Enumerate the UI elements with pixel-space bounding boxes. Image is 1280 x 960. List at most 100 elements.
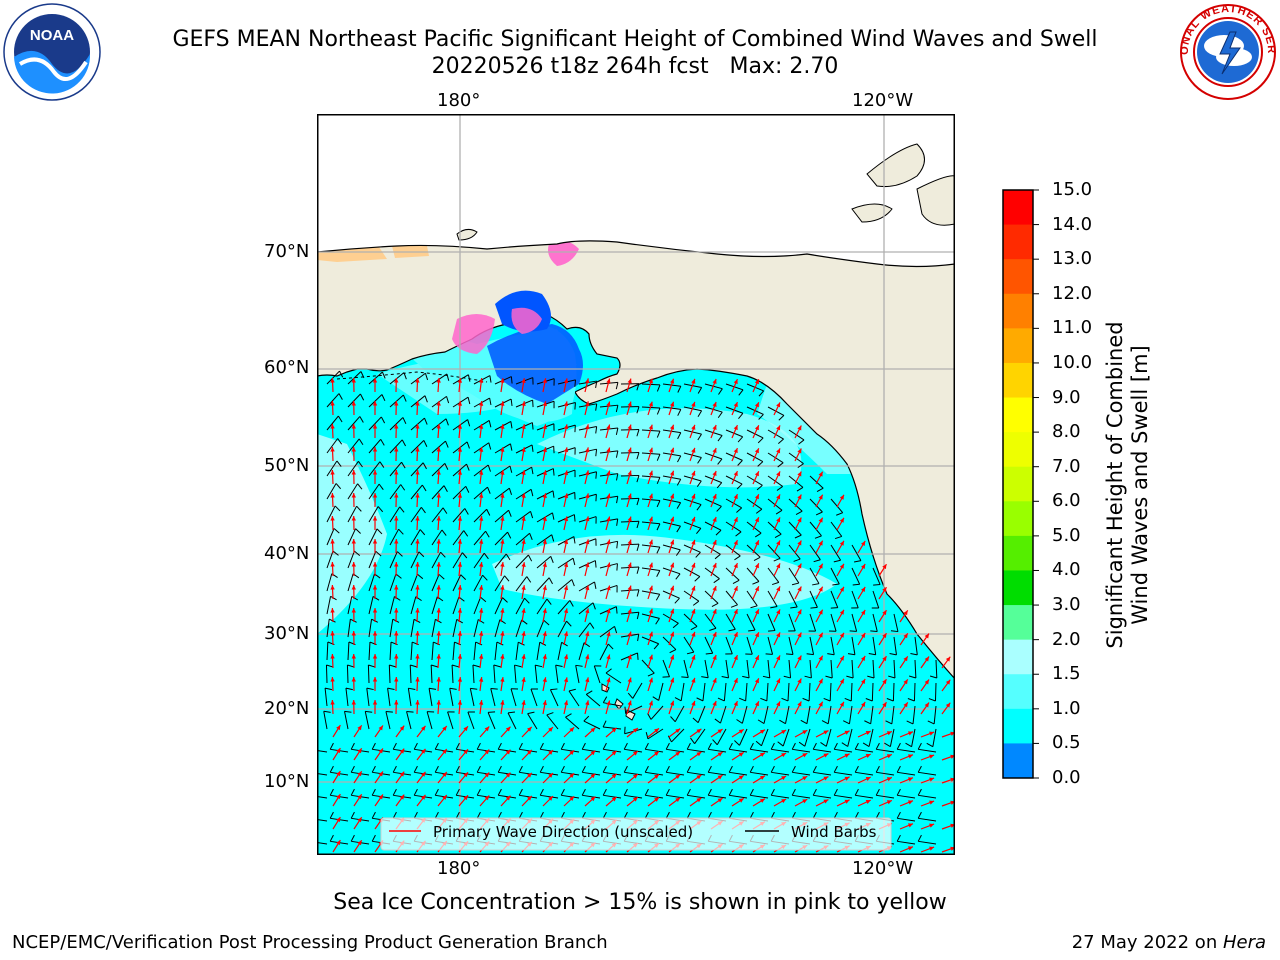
wind-barb [704,636,714,654]
wave-arrow-head [882,679,887,685]
wave-arrow-head [527,772,532,778]
wind-barb [515,597,525,615]
wave-arrow-head [776,471,781,477]
wind-barb [323,711,328,730]
wind-barb-flag [539,742,544,750]
wind-barb [469,688,475,707]
wave-arrow-head [903,702,908,708]
wave-arrow-head [733,379,738,385]
wind-barb [893,636,897,655]
wind-barb-flag [566,620,572,627]
wind-barb-flag [438,574,445,580]
wind-barb-flag [380,439,385,446]
wind-barb-flag [551,534,555,542]
wave-arrow-head [585,378,590,384]
wave-arrow-head [590,796,596,802]
wind-barb [912,705,916,724]
wind-barb-flag [508,510,512,517]
wind-barb [494,487,510,500]
wave-arrow-head [351,631,356,636]
wind-barb-flag [686,811,691,819]
wind-barb-flag [656,407,661,415]
colorbar-tick-label: 15.0 [1052,179,1093,200]
wind-barb-flag [735,531,742,537]
wave-arrow-head [394,401,399,406]
wind-barb-flag [397,551,403,557]
wind-barb-flag [754,532,762,538]
wave-arrow-head [670,539,675,545]
wind-barb-flag [854,742,859,750]
wave-arrow-head [457,585,463,590]
wind-barb-flag [800,719,808,725]
wave-arrow-head [818,471,823,477]
wave-arrow-head [648,562,653,568]
wave-arrow-head [478,539,484,544]
wave-arrow-head [521,585,526,590]
wave-arrow-head [754,609,759,615]
wind-barb-flag [434,788,439,796]
wind-barb-flag [360,393,365,401]
wind-barb-flag [356,505,362,512]
wave-arrow-head [336,817,341,823]
wave-arrow-head [463,772,468,778]
wave-arrow-head [563,401,569,407]
wind-barb [687,771,706,776]
wind-barb [603,794,622,799]
wind-barb-flag [510,421,513,429]
wind-barb-flag [451,664,459,668]
colorbar-tick-label: 2.0 [1052,628,1081,650]
wind-barb [788,544,801,560]
wave-arrow-head [717,752,723,757]
wind-barb-flag [565,713,572,718]
wind-barb-flag [485,530,490,538]
wind-barb-flag [812,765,817,773]
wind-barb [809,544,821,561]
wind-barb-flag [834,535,842,540]
wind-barb [344,711,349,730]
wave-arrow-head [754,632,759,638]
wind-barb-flag [791,788,796,796]
colorbar-swatch [1003,535,1033,571]
wave-arrow-head [330,447,335,452]
wind-barb-flag [713,578,720,584]
wind-barb [855,794,874,799]
wind-barb-flag [655,618,660,625]
wave-arrow-head [691,677,696,683]
wave-arrow-head [648,700,653,706]
wind-barb-flag [644,811,649,819]
wave-arrow-head [712,447,717,453]
wind-barb [830,636,835,655]
wave-band-coast [757,384,857,474]
wind-barb [641,636,659,645]
wind-barb-flag [738,389,744,396]
wind-barb-flag [665,811,670,819]
wave-arrow-head [839,586,844,592]
wave-arrow-head [781,775,787,781]
wind-barb [347,416,361,431]
wave-arrow-head [945,656,951,662]
wind-barb [326,460,338,477]
wind-barb [326,619,330,638]
wave-arrow-head [457,631,463,636]
wind-barb-flag [490,688,498,690]
wind-barb-flag [777,741,784,747]
wave-arrow-head [797,563,802,569]
wave-arrow-head [542,631,547,637]
wave-arrow-head [563,539,569,545]
wind-barb-flag [581,788,586,796]
wave-arrow-head [691,608,696,614]
arctic-island-3 [851,203,893,223]
wave-arrow-head [415,654,420,659]
wave-arrow-head [351,677,356,682]
wind-barb [918,840,937,845]
wind-barb-flag [526,576,532,583]
wind-barb [809,613,817,632]
wave-arrow-head [378,748,383,754]
wave-arrow-head [394,424,399,429]
wind-barb-flag [791,582,799,586]
wave-arrow-head [606,608,611,614]
wind-barb-flag [844,697,852,702]
colorbar-tick-label: 8.0 [1052,421,1081,443]
wind-barb-flag [636,429,640,437]
wind-barb-flag [794,534,802,539]
